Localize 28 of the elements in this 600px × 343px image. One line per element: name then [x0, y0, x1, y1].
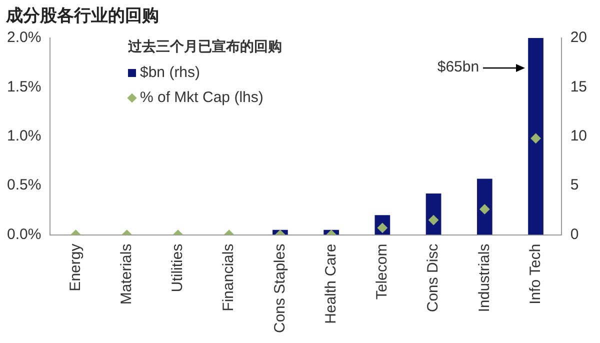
y2-tick-label: 15 — [570, 78, 588, 96]
x-tick-label: Industrials — [476, 244, 493, 312]
y2-tick-label: 10 — [570, 128, 588, 145]
annotation: $65bn — [437, 58, 480, 76]
bar — [528, 38, 544, 235]
x-tick-label: Utilities — [169, 244, 186, 292]
x-tick-label: Health Care — [322, 244, 340, 324]
x-tick-label: Cons Staples — [271, 244, 288, 333]
x-tick-label: Energy — [66, 243, 84, 292]
y2-tick-label: 20 — [570, 29, 588, 46]
bar — [426, 193, 442, 235]
x-tick-label: Telecom — [374, 244, 391, 300]
legend-label: $bn (rhs) — [140, 64, 200, 81]
x-tick-label: Materials — [118, 244, 135, 305]
chart-title: 成分股各行业的回购 — [6, 5, 159, 27]
y-tick-label: 0.5% — [6, 176, 42, 194]
x-tick-label: Financials — [220, 244, 238, 312]
x-tick-label: Info Tech — [526, 244, 544, 304]
y-tick-label: 1.0% — [6, 128, 42, 145]
bar — [476, 178, 492, 235]
legend-title: 过去三个月已宣布的回购 — [128, 38, 282, 56]
legend-label: % of Mkt Cap (lhs) — [140, 89, 264, 106]
y-tick-label: 0.0% — [6, 226, 42, 243]
y2-tick-label: 0 — [570, 226, 579, 243]
y-tick-label: 2.0% — [6, 29, 42, 46]
y-tick-label: 1.5% — [6, 78, 42, 96]
y2-tick-label: 5 — [570, 176, 579, 194]
x-tick-label: Cons Disc — [424, 243, 442, 312]
